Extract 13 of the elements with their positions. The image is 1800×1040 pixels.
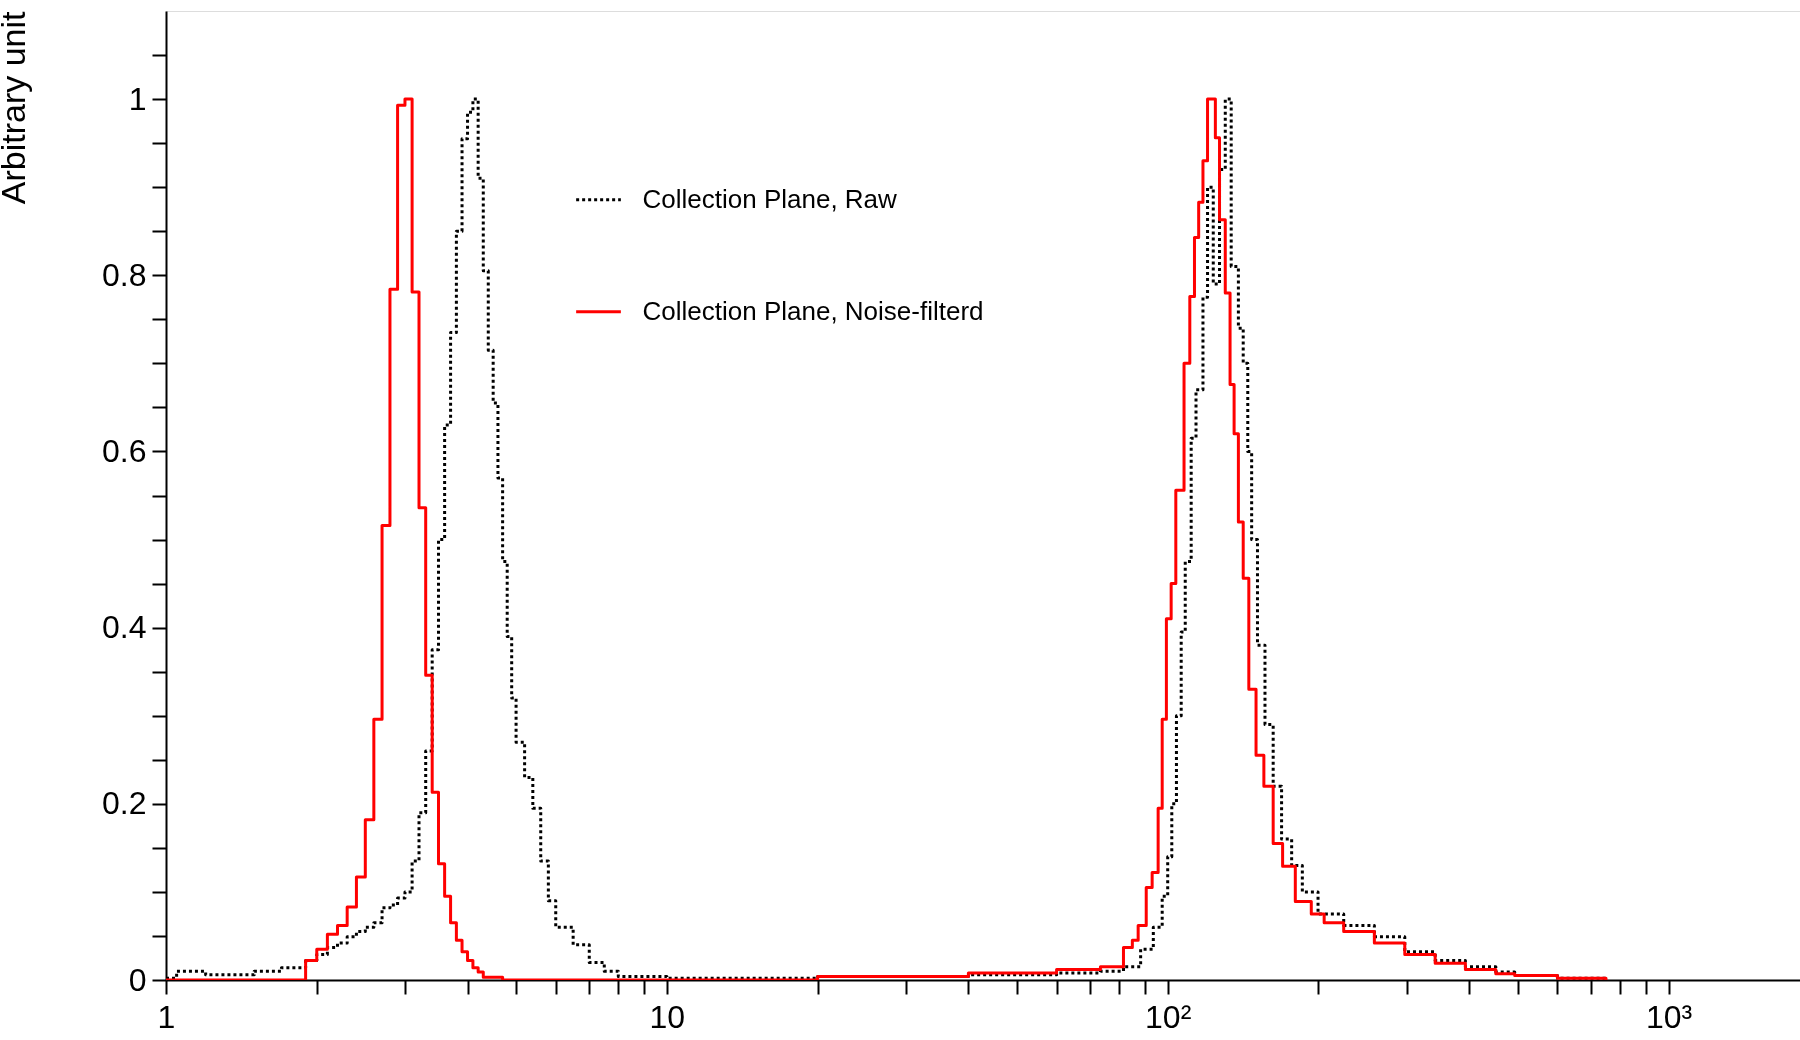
y-axis-title: Arbitrary unit <box>0 10 33 205</box>
y-tick-label: 0.2 <box>102 785 147 822</box>
y-tick-label: 0 <box>128 961 147 998</box>
x-tick-label: 10 <box>649 998 686 1035</box>
y-tick-label: 0.4 <box>102 609 147 646</box>
x-tick-label: 1 <box>157 998 176 1035</box>
x-tick-label: 10³ <box>1645 998 1693 1035</box>
y-tick-label: 0.8 <box>102 256 147 293</box>
y-tick-label: 1 <box>128 80 147 117</box>
legend-label: Collection Plane, Noise-filterd <box>642 295 984 326</box>
y-tick-label: 0.6 <box>102 432 147 469</box>
legend-label: Collection Plane, Raw <box>642 183 898 214</box>
x-tick-label: 10² <box>1145 998 1192 1035</box>
